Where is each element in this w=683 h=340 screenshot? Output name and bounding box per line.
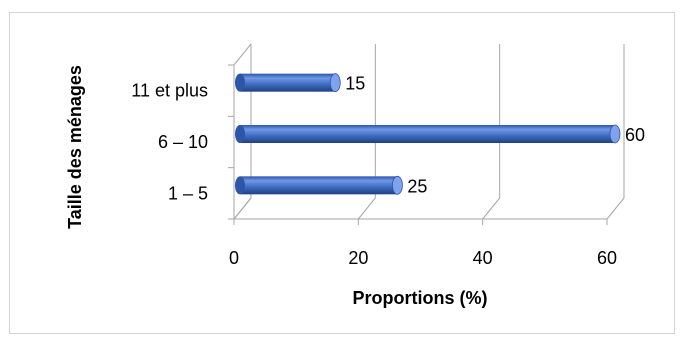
y-tick-label: 1 – 5 xyxy=(168,183,208,203)
y-tick-labels: 1 – 5 6 – 10 11 et plus xyxy=(131,81,208,204)
x-tick-label: 0 xyxy=(229,248,239,268)
x-tick-labels: 0 20 40 60 xyxy=(229,248,617,268)
bar-body xyxy=(240,176,398,195)
bar-end-cap xyxy=(329,73,341,93)
bar-end-cap xyxy=(392,175,403,195)
data-label: 25 xyxy=(407,176,427,196)
chart-area xyxy=(9,12,675,334)
y-axis-title: Taille des ménages xyxy=(65,65,85,229)
y-tick-label: 6 – 10 xyxy=(158,132,208,152)
gridline-floor xyxy=(606,197,625,220)
bar-base-cap xyxy=(235,125,245,143)
data-label: 15 xyxy=(345,74,365,94)
x-tick-label: 40 xyxy=(473,248,493,268)
bar-body xyxy=(240,73,336,92)
wall-top-edge xyxy=(233,43,252,66)
gridlines xyxy=(233,44,625,225)
y-tick-label: 11 et plus xyxy=(131,81,208,101)
bar xyxy=(235,175,403,195)
bar-end-cap xyxy=(609,124,621,144)
bar-base-cap xyxy=(235,73,245,92)
bars xyxy=(235,73,621,195)
bar-base-cap xyxy=(235,176,245,195)
x-tick-label: 20 xyxy=(348,248,368,268)
bar xyxy=(235,124,621,144)
bar xyxy=(235,73,341,93)
gridline-floor xyxy=(233,197,252,220)
gridline-floor xyxy=(482,197,501,220)
data-label: 60 xyxy=(625,125,645,145)
gridline-floor xyxy=(357,197,376,220)
data-labels: 25 60 15 xyxy=(345,74,645,197)
x-axis-title: Proportions (%) xyxy=(353,288,488,308)
bar-body xyxy=(240,125,615,143)
x-tick-label: 60 xyxy=(597,248,617,268)
